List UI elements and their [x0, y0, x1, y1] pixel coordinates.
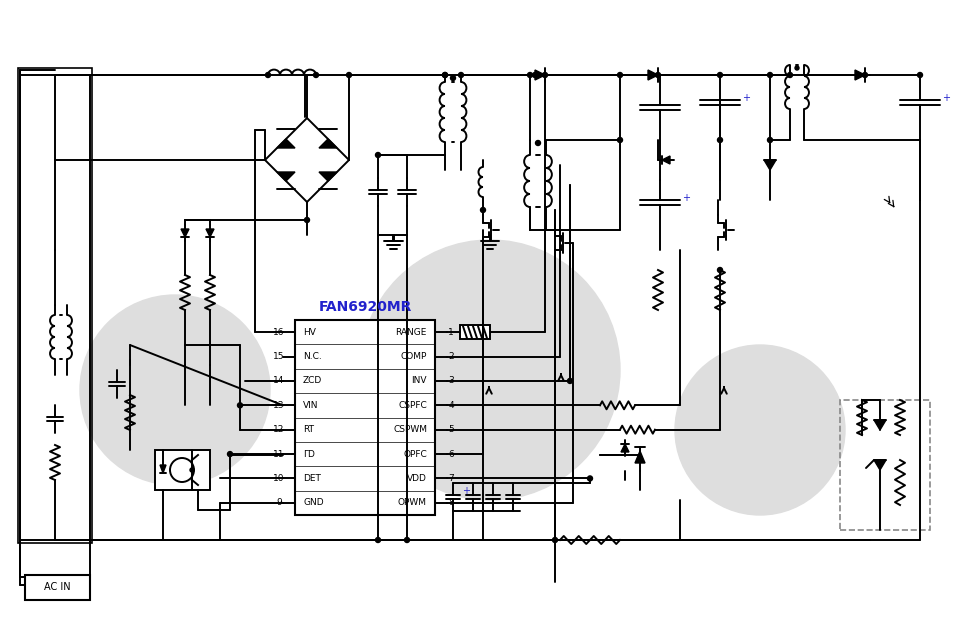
Text: 12: 12 — [274, 425, 285, 434]
Circle shape — [459, 72, 464, 77]
Text: 14: 14 — [274, 376, 285, 386]
Circle shape — [717, 72, 723, 77]
Polygon shape — [319, 172, 337, 181]
Circle shape — [553, 538, 558, 543]
Polygon shape — [319, 139, 337, 148]
Circle shape — [375, 538, 380, 543]
Circle shape — [190, 468, 194, 472]
Text: 15: 15 — [274, 352, 285, 361]
Bar — [295, 320, 435, 515]
Text: 2: 2 — [448, 352, 454, 361]
Circle shape — [567, 378, 572, 383]
Polygon shape — [621, 444, 629, 452]
Polygon shape — [277, 172, 295, 181]
Circle shape — [80, 295, 270, 485]
Text: 8: 8 — [448, 498, 454, 507]
Circle shape — [656, 72, 660, 77]
Polygon shape — [874, 420, 886, 430]
Bar — [460, 325, 490, 339]
Text: OPFC: OPFC — [403, 449, 427, 459]
Text: FAN6920MR: FAN6920MR — [319, 300, 412, 314]
Bar — [155, 450, 210, 490]
Circle shape — [443, 72, 447, 77]
Text: RANGE: RANGE — [396, 328, 427, 337]
Circle shape — [617, 137, 622, 143]
Circle shape — [404, 538, 410, 543]
Text: 10: 10 — [274, 474, 285, 483]
Circle shape — [717, 137, 723, 143]
Bar — [18, 68, 92, 543]
Bar — [25, 575, 90, 600]
Text: 1: 1 — [448, 328, 454, 337]
Text: 16: 16 — [274, 328, 285, 337]
Text: 5: 5 — [448, 425, 454, 434]
Text: 4: 4 — [448, 401, 454, 410]
Polygon shape — [206, 229, 214, 237]
Text: 3: 3 — [448, 376, 454, 386]
Polygon shape — [535, 70, 545, 80]
Text: CSPFC: CSPFC — [398, 401, 427, 410]
Text: 7: 7 — [448, 474, 454, 483]
Circle shape — [787, 72, 793, 77]
Text: CSPWM: CSPWM — [393, 425, 427, 434]
Text: COMP: COMP — [400, 352, 427, 361]
Circle shape — [767, 137, 773, 143]
Circle shape — [717, 268, 723, 273]
Circle shape — [347, 72, 351, 77]
Circle shape — [375, 153, 380, 158]
Circle shape — [481, 208, 486, 213]
Text: +: + — [462, 486, 470, 496]
Circle shape — [360, 240, 620, 500]
Polygon shape — [874, 460, 886, 470]
Circle shape — [536, 140, 540, 145]
Text: RT: RT — [303, 425, 314, 434]
Circle shape — [795, 66, 799, 70]
Text: INV: INV — [412, 376, 427, 386]
Text: OPWM: OPWM — [398, 498, 427, 507]
Polygon shape — [277, 139, 295, 148]
Circle shape — [314, 72, 319, 77]
Circle shape — [450, 75, 455, 80]
Polygon shape — [764, 160, 776, 170]
Polygon shape — [855, 70, 865, 80]
Circle shape — [527, 72, 533, 77]
Polygon shape — [662, 156, 670, 164]
Circle shape — [237, 403, 243, 408]
Circle shape — [266, 72, 271, 77]
Circle shape — [675, 345, 845, 515]
Text: ZCD: ZCD — [303, 376, 323, 386]
Text: 6: 6 — [448, 449, 454, 459]
Polygon shape — [181, 229, 189, 237]
Text: 13: 13 — [274, 401, 285, 410]
Polygon shape — [160, 465, 166, 473]
Polygon shape — [648, 70, 658, 80]
Text: +: + — [742, 93, 750, 103]
Text: HV: HV — [303, 328, 316, 337]
Text: AC IN: AC IN — [44, 582, 70, 592]
Circle shape — [533, 72, 538, 77]
Text: +: + — [682, 193, 690, 203]
Text: DET: DET — [303, 474, 321, 483]
Circle shape — [862, 72, 868, 77]
Text: VIN: VIN — [303, 401, 319, 410]
Circle shape — [617, 72, 622, 77]
Bar — [840, 400, 930, 530]
Text: +: + — [942, 93, 950, 103]
Text: 11: 11 — [274, 449, 285, 459]
Circle shape — [443, 72, 447, 77]
Circle shape — [304, 218, 309, 222]
Circle shape — [767, 72, 773, 77]
Circle shape — [542, 72, 547, 77]
Text: N.C.: N.C. — [303, 352, 322, 361]
Text: 9: 9 — [276, 498, 282, 507]
Text: ΓD: ΓD — [303, 449, 315, 459]
Circle shape — [588, 476, 592, 481]
Circle shape — [918, 72, 923, 77]
Circle shape — [228, 452, 232, 457]
Text: VDD: VDD — [407, 474, 427, 483]
Text: GND: GND — [303, 498, 324, 507]
Polygon shape — [635, 451, 645, 463]
